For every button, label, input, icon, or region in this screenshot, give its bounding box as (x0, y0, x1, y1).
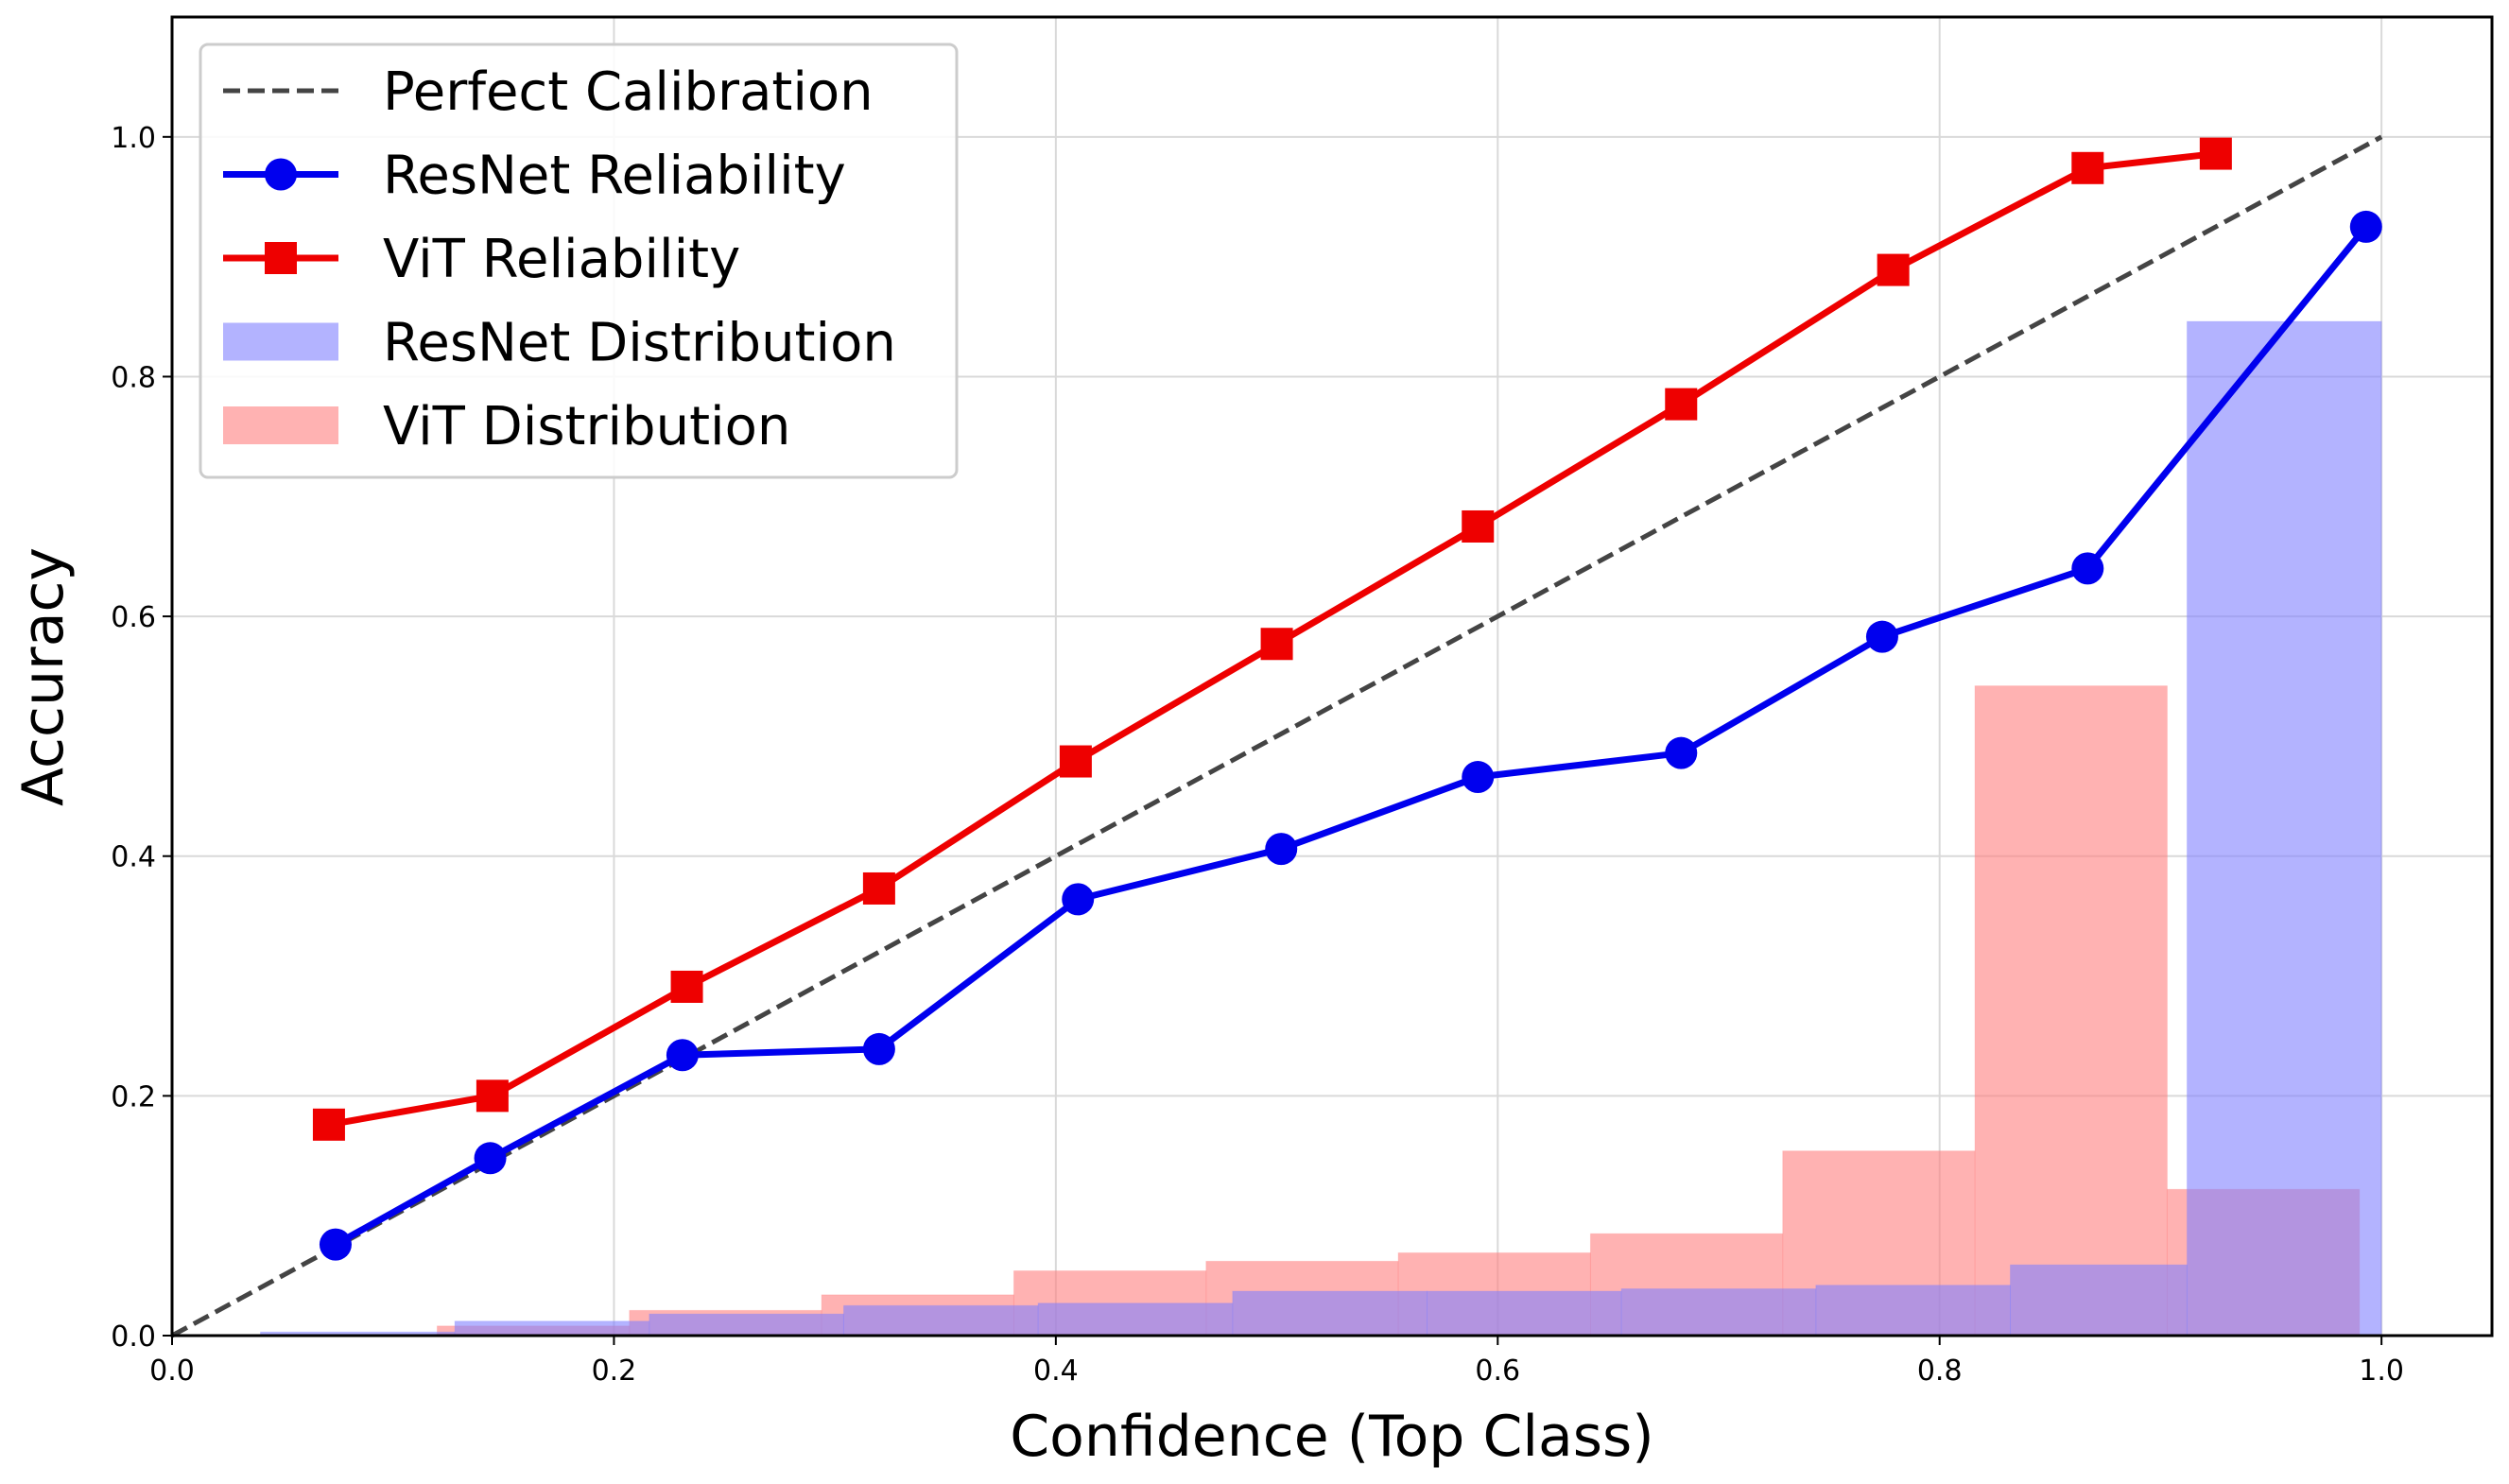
x-tick-label: 0.8 (1917, 1355, 1963, 1388)
x-tick-label: 0.2 (592, 1355, 637, 1388)
resnet-distribution-bar (2010, 1264, 2188, 1337)
resnet-reliability-point (474, 1142, 507, 1175)
vit-reliability-point (670, 970, 703, 1003)
legend-label: ResNet Distribution (383, 313, 896, 374)
legend-box (199, 43, 959, 479)
legend: Perfect Calibration ResNet Reliability ViT… (199, 43, 959, 479)
resnet-reliability-point (1265, 833, 1298, 866)
reliability-series (312, 137, 2382, 1261)
plot-frame (170, 15, 2494, 1337)
resnet-distribution-bar (649, 1313, 844, 1337)
y-tick-label: 0.8 (111, 361, 156, 394)
resnet-reliability-point (1665, 736, 1698, 769)
vit-reliability-point (1260, 628, 1293, 661)
vit-reliability-point (862, 871, 895, 905)
resnet-reliability-point (2071, 552, 2104, 585)
resnet-distribution-bar (1815, 1285, 2012, 1337)
x-axis-title: Confidence (Top Class) (1010, 1404, 1653, 1470)
y-tick-label: 0.4 (111, 841, 156, 874)
legend-swatch-square (265, 242, 297, 274)
axis-ticks: 0.0 0.2 0.4 0.6 0.8 1.0 0.0 0.2 0.4 0.6 0.8 1.0 (111, 122, 2404, 1388)
vit-reliability-point (312, 1108, 345, 1141)
y-tick-label: 1.0 (111, 122, 156, 155)
vit-reliability-point (1059, 745, 1092, 778)
x-tick-label: 0.6 (1475, 1355, 1520, 1388)
resnet-distribution-bar (1426, 1290, 1622, 1337)
legend-swatch-patch (223, 322, 338, 361)
resnet-reliability-point (862, 1032, 895, 1065)
resnet-distribution-bar (842, 1304, 1039, 1337)
perfect-calibration-line (170, 134, 2383, 1338)
x-tick-label: 0.0 (149, 1355, 195, 1388)
legend-swatch-patch (223, 406, 338, 444)
resnet-reliability-point (666, 1039, 699, 1072)
y-tick-label: 0.6 (111, 601, 156, 634)
legend-label: ViT Reliability (383, 229, 740, 290)
y-axis-title: Accuracy (10, 547, 77, 806)
perfect-calibration-layer (170, 134, 2383, 1338)
resnet-distribution-bar (1037, 1303, 1234, 1337)
legend-swatch-circle (265, 158, 297, 191)
resnet-distribution-bar (2186, 320, 2382, 1337)
legend-label: ViT Distribution (383, 396, 790, 457)
legend-label: ResNet Reliability (383, 146, 846, 207)
vit-reliability-point (476, 1079, 509, 1113)
vit-reliability-point (1462, 509, 1495, 543)
resnet-reliability-point (1062, 883, 1095, 916)
legend-label: Perfect Calibration (383, 61, 874, 123)
resnet-reliability-point (1462, 761, 1495, 794)
resnet-reliability-point (2349, 210, 2382, 243)
resnet-reliability-point (1865, 620, 1898, 653)
vit-reliability-point (2199, 137, 2232, 170)
distribution-bars (259, 320, 2382, 1337)
y-tick-label: 0.0 (111, 1320, 156, 1354)
vit-reliability-point (2071, 151, 2104, 184)
resnet-distribution-bar (454, 1320, 650, 1337)
resnet-distribution-bar (1232, 1290, 1428, 1337)
vit-distribution-bar (1974, 685, 2168, 1337)
vit-reliability-point (1665, 388, 1698, 421)
resnet-reliability-point (319, 1228, 352, 1261)
x-tick-label: 1.0 (2359, 1355, 2404, 1388)
x-tick-label: 0.4 (1033, 1355, 1079, 1388)
resnet-distribution-bar (1620, 1288, 1817, 1337)
y-tick-label: 0.2 (111, 1080, 156, 1113)
vit-reliability-point (1877, 253, 1910, 286)
